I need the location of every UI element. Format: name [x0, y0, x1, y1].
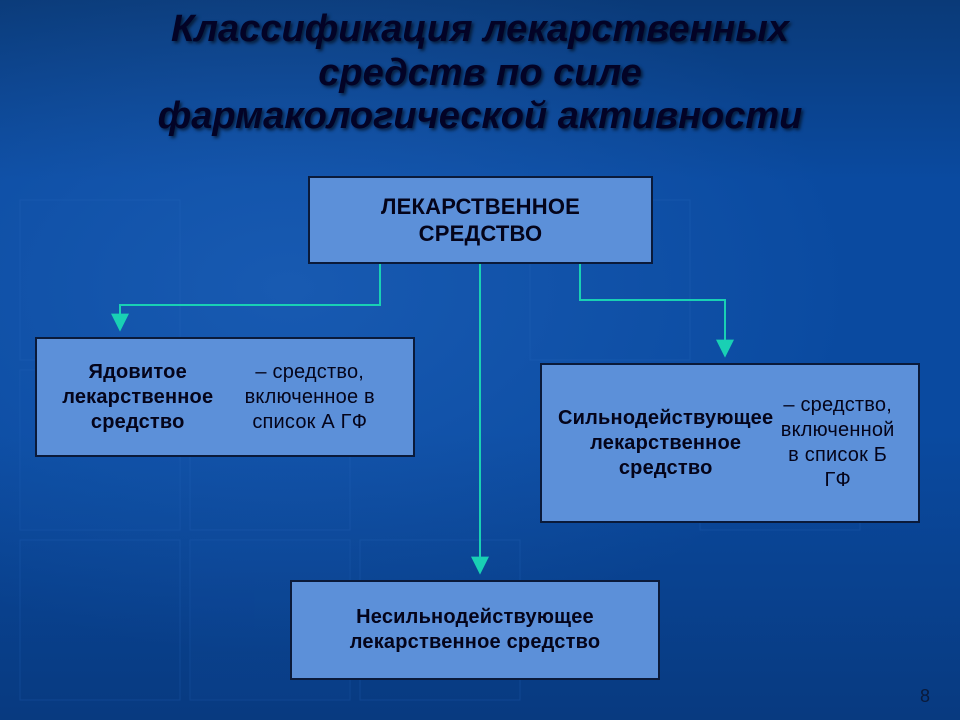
node-root-line2: СРЕДСТВО	[419, 220, 543, 248]
node-poisonous-rest: – средство, включенное в список А ГФ	[222, 360, 397, 435]
node-root: ЛЕКАРСТВЕННОЕСРЕДСТВО	[308, 176, 653, 264]
node-potent: Сильнодействующее лекарственное средство…	[540, 363, 920, 523]
node-root-line1: ЛЕКАРСТВЕННОЕ	[381, 193, 580, 221]
node-potent-rest: – средство, включенной в список Б ГФ	[773, 393, 902, 493]
node-poisonous: Ядовитое лекарственное средство – средст…	[35, 337, 415, 457]
node-nonpotent-bold: Несильнодействующее лекарственное средст…	[308, 605, 642, 655]
node-nonpotent: Несильнодействующее лекарственное средст…	[290, 580, 660, 680]
node-poisonous-bold: Ядовитое лекарственное средство	[53, 360, 222, 435]
slide-number: 8	[920, 686, 930, 707]
node-potent-bold: Сильнодействующее лекарственное средство	[558, 406, 773, 481]
slide-title: Классификация лекарственных средств по с…	[0, 8, 960, 139]
